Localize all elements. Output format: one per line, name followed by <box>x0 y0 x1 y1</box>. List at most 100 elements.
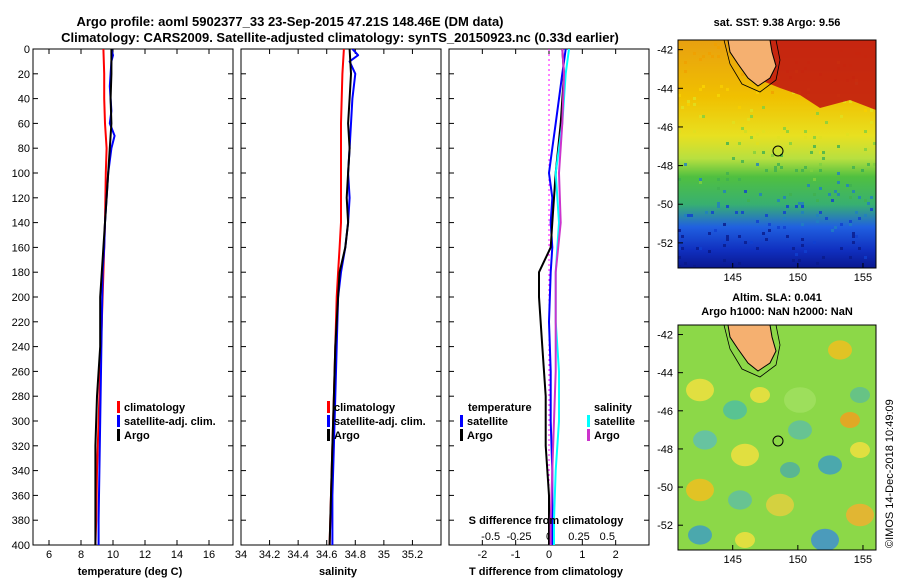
depth-tick-label: 200 <box>12 292 30 304</box>
depth-tick-label: 340 <box>12 466 30 478</box>
x-tick-label: 14 <box>171 549 183 561</box>
difference-legend: temperature satellite Argo salinity sate… <box>460 402 635 442</box>
s-difference-label: S difference from climatology <box>469 515 625 527</box>
legend-swatch-s-satellite <box>587 415 590 427</box>
difference-chart: -2 -1 0 1 2-0.5 -0.25 0 0.25 0.5 <box>477 49 619 561</box>
depth-tick-label: 140 <box>12 218 30 230</box>
x-tick-label: 34.2 <box>259 549 280 561</box>
legend-label-argo: Argo <box>334 430 360 442</box>
legend-swatch-climatology <box>117 401 120 413</box>
legend-label-s-satellite: satellite <box>594 416 635 428</box>
sla-map <box>678 325 876 550</box>
lon-tick-label: 155 <box>854 272 872 284</box>
figure-title-line1: Argo profile: aoml 5902377_33 23-Sep-201… <box>76 14 503 29</box>
series-line-argo <box>94 49 113 545</box>
depth-tick-label: 280 <box>12 391 30 403</box>
depth-tick-label: 360 <box>12 490 30 502</box>
legend-swatch-climatology <box>327 401 330 413</box>
legend-title-salinity: salinity <box>594 402 633 414</box>
sla-map-subtitle: Argo h1000: NaN h2000: NaN <box>701 306 853 318</box>
lat-tick-label: -48 <box>657 444 673 456</box>
depth-tick-label: 80 <box>18 143 30 155</box>
legend-swatch-argo <box>327 429 330 441</box>
series-line-s-argo <box>549 49 565 545</box>
depth-tick-label: 260 <box>12 366 30 378</box>
lat-tick-label: -44 <box>657 368 673 380</box>
x-tick-label: 12 <box>139 549 151 561</box>
depth-tick-label: 100 <box>12 168 30 180</box>
depth-tick-label: 300 <box>12 416 30 428</box>
legend-title-temperature: temperature <box>468 402 532 414</box>
x-tick-label: 34 <box>235 549 247 561</box>
shelf-contour <box>723 40 781 93</box>
x-tick-label: -1 <box>511 549 521 561</box>
depth-tick-label: 320 <box>12 441 30 453</box>
lat-tick-label: -44 <box>657 83 673 95</box>
x-tick-label: 10 <box>107 549 119 561</box>
legend-label-s-argo: Argo <box>594 430 620 442</box>
series-line-argo <box>328 49 352 545</box>
x-tick-label: 2 <box>613 549 619 561</box>
temperature-panel <box>32 48 234 546</box>
x-tick-label: -2 <box>477 549 487 561</box>
lat-tick-label: -50 <box>657 482 673 494</box>
legend-swatch-satellite-adj <box>327 415 330 427</box>
sla-map-title: Altim. SLA: 0.041 <box>732 292 822 304</box>
x-tick-label: 6 <box>46 549 52 561</box>
sst-map-frame <box>677 39 877 269</box>
lat-tick-label: -46 <box>657 406 673 418</box>
x-tick-label: 34.8 <box>345 549 366 561</box>
argo-location-marker <box>772 435 784 447</box>
depth-tick-label: 20 <box>18 69 30 81</box>
depth-tick-label: 240 <box>12 342 30 354</box>
depth-tick-label: 60 <box>18 118 30 130</box>
lat-tick-label: -50 <box>657 199 673 211</box>
depth-tick-label: 0 <box>24 44 30 56</box>
lon-tick-label: 145 <box>724 554 742 566</box>
legend-swatch-t-argo <box>460 429 463 441</box>
temperature-legend: climatology satellite-adj. clim. Argo <box>117 401 216 442</box>
figure-title-line2: Climatology: CARS2009. Satellite-adjuste… <box>61 30 619 45</box>
salinity-xlabel: salinity <box>319 566 358 578</box>
legend-swatch-t-satellite <box>460 415 463 427</box>
x-tick-label: 35.2 <box>402 549 423 561</box>
legend-swatch-s-argo <box>587 429 590 441</box>
s-difference-tick-label: 0.5 <box>600 531 615 543</box>
lat-tick-label: -52 <box>657 520 673 532</box>
x-tick-label: 34.6 <box>316 549 337 561</box>
lon-tick-label: 150 <box>789 554 807 566</box>
depth-tick-label: 40 <box>18 94 30 106</box>
lon-tick-label: 155 <box>854 554 872 566</box>
s-difference-tick-label: 0.25 <box>568 531 589 543</box>
s-difference-tick-label: -0.5 <box>481 531 500 543</box>
sla-map-frame <box>677 324 877 551</box>
lon-tick-label: 150 <box>789 272 807 284</box>
depth-axis: 0 20 40 60 80 100 120 140 160 180 200 220 240 260 280 3… <box>12 44 649 552</box>
salinity-legend: climatology satellite-adj. clim. Argo <box>327 401 426 442</box>
x-tick-label: 0 <box>546 549 552 561</box>
series-line-t-argo <box>538 49 565 545</box>
lat-tick-label: -42 <box>657 330 673 342</box>
legend-label-t-argo: Argo <box>467 430 493 442</box>
depth-tick-label: 120 <box>12 193 30 205</box>
temperature-xlabel: temperature (deg C) <box>78 566 183 578</box>
depth-tick-label: 400 <box>12 540 30 552</box>
x-tick-label: 16 <box>203 549 215 561</box>
x-tick-label: 35 <box>378 549 390 561</box>
sla-map-axes: -42 -44 -46 -48 -50 -52 145 150 155 <box>657 330 872 566</box>
x-tick-label: 8 <box>78 549 84 561</box>
argo-location-marker <box>772 145 784 157</box>
depth-tick-label: 180 <box>12 267 30 279</box>
depth-tick-label: 380 <box>12 515 30 527</box>
imos-credit: ©IMOS 14-Dec-2018 10:49:09 <box>884 399 896 548</box>
lon-tick-label: 145 <box>724 272 742 284</box>
tasmania-land <box>727 40 777 87</box>
series-line-satellite-adj-clim- <box>331 49 360 545</box>
legend-label-satellite-adj: satellite-adj. clim. <box>334 416 426 428</box>
sst-map-axes: -42 -44 -46 -48 -50 -52 145 150 155 <box>657 45 872 284</box>
legend-label-satellite-adj: satellite-adj. clim. <box>124 416 216 428</box>
salinity-chart: 34 34.2 34.4 34.6 34.8 35 35.2 <box>235 49 423 561</box>
sst-map-title: sat. SST: 9.38 Argo: 9.56 <box>714 17 841 29</box>
s-difference-tick-label: -0.25 <box>506 531 531 543</box>
